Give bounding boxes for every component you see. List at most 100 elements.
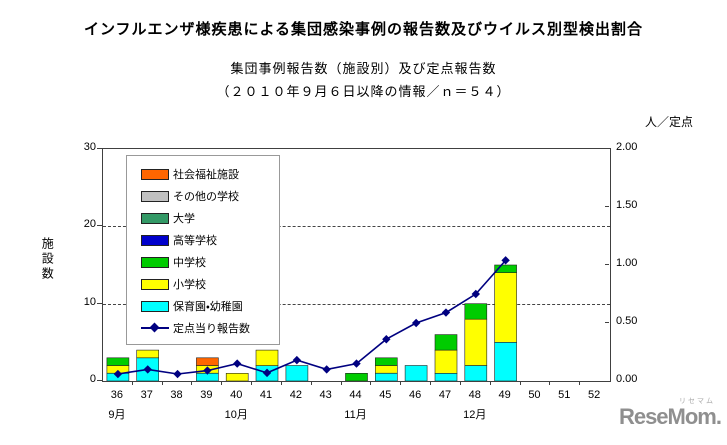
chart-canvas [106,256,517,381]
left-axis-tick [97,148,102,149]
x-axis-category-label: 49 [498,389,511,401]
bar-segment [285,365,309,381]
left-axis-tick [97,225,102,227]
left-axis-tick-label: 20 [83,218,96,231]
x-axis-tick [310,381,312,385]
x-axis-category-label: 50 [528,389,541,401]
line-point-marker [322,365,331,374]
legend-box: 社会福祉施設 その他の学校 大学高等学校中学校小学校保育園・幼稚園 定点当り報告数 [126,155,280,345]
resemom-logo: ReseMom. [618,404,722,429]
left-axis-tick-label: 0 [89,373,96,385]
legend-item: その他の学校 [127,185,279,207]
x-axis-category-label: 42 [289,389,302,401]
x-axis-category-label: 52 [587,389,601,401]
legend-color-swatch [141,278,169,290]
bar-segment [464,318,488,366]
chart-subtitle-note: （２０１０年９月６日以降の情報／ｎ＝５４） [216,84,511,99]
gridline [103,226,610,228]
legend-label: 大学 [173,213,195,225]
right-axis-title: 人／定点 [644,115,693,129]
bar-segment [196,357,219,366]
x-axis-category-label: 51 [558,389,571,401]
legend-item: 定点当り報告数 [127,317,279,339]
line-point-marker [441,308,451,317]
x-axis-tick [549,381,551,385]
x-axis-month-label: 11月 [344,409,367,421]
bar-segment [374,357,398,366]
x-axis-month-label: 9月 [108,409,126,421]
bar-segment [136,349,160,359]
x-axis-category-label: 40 [230,389,243,401]
right-axis-tick [605,206,609,207]
legend-label: 保育園・幼稚園 [173,301,243,313]
line-point-marker [501,256,510,265]
x-axis-tick [340,381,342,385]
legend-line-marker [141,322,169,333]
line-point-marker [411,318,421,328]
x-axis-category-label: 43 [319,389,332,401]
x-axis-category-label: 46 [409,389,422,401]
bar-segment [374,373,398,381]
page-title: インフルエンザ様疾患による集団感染事例の報告数及びウイルス別型検出割合 [83,22,644,38]
x-axis-tick [161,381,163,385]
legend-label: 小学校 [173,279,206,291]
legend-label: 定点当り報告数 [173,323,250,335]
legend-item: 社会福祉施設 [127,163,279,185]
bar-segment [404,365,428,381]
legend-item: 高等学校 [127,229,279,251]
x-axis-category-label: 47 [438,389,452,401]
legend-color-swatch [141,300,169,312]
legend-item: 大学 [127,207,279,229]
x-axis-category-label: 44 [349,389,362,401]
line-point-marker [203,366,212,375]
x-axis-tick [430,381,432,385]
line-point-marker [352,359,361,368]
right-axis-tick-label: 0.00 [616,373,638,385]
bar-segment [225,373,249,381]
legend-diamond-icon [149,322,160,333]
legend-color-swatch [141,256,169,268]
legend-item: 中学校 [127,251,279,273]
right-axis-tick-label: 1.00 [616,257,638,269]
line-point-marker [143,365,152,374]
bar-segment [345,373,368,381]
sentinel-reports-line [117,259,507,375]
bar-segment [255,349,279,366]
line-point-marker [382,335,391,344]
left-axis-tick-label: 30 [83,141,96,153]
right-axis-tick-label: 1.50 [616,199,638,211]
legend-label: その他の学校 [173,191,239,203]
left-axis-tick [97,380,102,381]
legend-label: 社会福祉施設 [173,169,239,181]
x-axis-tick [280,381,282,385]
x-axis-category-label: 48 [468,389,481,401]
left-axis-title: 施設数 [40,237,55,282]
right-axis-tick [605,264,609,265]
right-axis-tick-label: 2.00 [616,141,638,153]
x-axis-tick [131,381,133,385]
x-axis-category-label: 36 [110,389,124,401]
gridline [103,303,610,305]
legend-item: 保育園・幼稚園 [127,295,279,317]
watermark-ruby: リセマム [679,398,715,405]
line-point-marker [233,359,242,368]
x-axis-tick [519,381,521,385]
x-axis-category-label: 45 [379,389,392,401]
bar-segment [434,373,458,381]
x-axis-month-label: 10月 [224,409,248,421]
right-axis-tick [605,322,609,323]
line-point-marker [113,369,123,379]
line-point-marker [292,355,302,365]
bar-segment [464,303,488,320]
line-point-marker [173,369,182,379]
x-axis-tick [370,381,372,385]
legend-color-swatch [141,234,169,246]
legend-label: 高等学校 [173,235,217,247]
line-point-marker [471,289,480,299]
x-axis-tick [221,381,223,385]
left-axis-tick-label: 10 [83,295,96,308]
left-axis-tick [97,302,102,304]
x-axis-category-label: 39 [200,389,213,401]
watermark: リセマム ReseMom. [618,398,722,429]
